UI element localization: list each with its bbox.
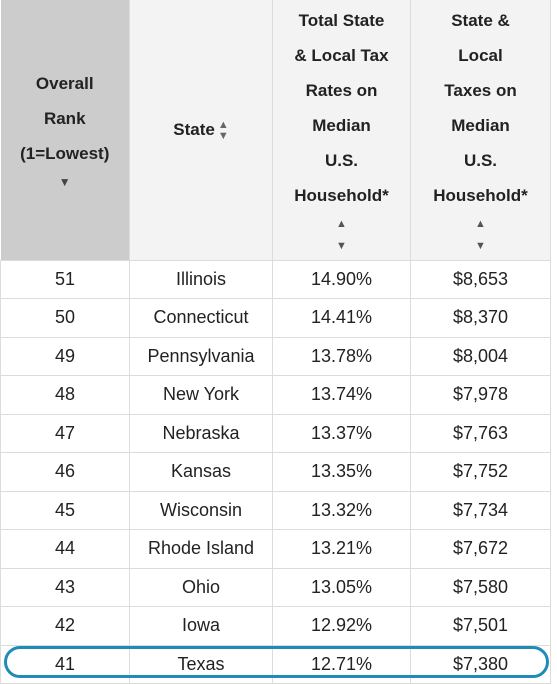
header-row: Overall Rank (1=Lowest) ▼ State ▲ ▼ Total … xyxy=(0,0,551,260)
cell-rank: 45 xyxy=(0,491,130,530)
sort-descending-icon[interactable]: ▼ xyxy=(58,175,71,190)
cell-rate: 13.05% xyxy=(272,568,411,607)
cell-state: Rhode Island xyxy=(129,529,273,569)
cell-rate: 13.78% xyxy=(272,337,411,376)
cell-taxes: $7,501 xyxy=(410,606,551,646)
header-overall-rank[interactable]: Overall Rank (1=Lowest) ▼ xyxy=(0,0,130,260)
header-rate-line: & Local Tax xyxy=(294,45,389,65)
cell-state: Connecticut xyxy=(129,298,273,338)
header-taxes-line: State & xyxy=(451,10,510,30)
table-row: 43 Ohio 13.05% $7,580 xyxy=(0,568,551,607)
cell-rate: 13.37% xyxy=(272,414,411,453)
cell-taxes: $7,580 xyxy=(410,568,551,607)
cell-rate: 13.35% xyxy=(272,452,411,492)
header-rate-line: Household* xyxy=(294,185,389,205)
header-state-label: State xyxy=(173,120,215,140)
cell-rank: 42 xyxy=(0,606,130,646)
sort-updown-icon[interactable]: ▲ ▼ xyxy=(336,217,347,252)
header-rate-line: Total State xyxy=(298,10,385,30)
table-row: 48 New York 13.74% $7,978 xyxy=(0,375,551,415)
cell-state: Iowa xyxy=(129,606,273,646)
cell-rank: 50 xyxy=(0,298,130,338)
header-rank-line: Overall xyxy=(35,74,94,94)
cell-state: Ohio xyxy=(129,568,273,607)
cell-rank: 46 xyxy=(0,452,130,492)
cell-rate: 14.41% xyxy=(272,298,411,338)
cell-rate: 14.90% xyxy=(272,259,411,299)
table-row-highlighted: 41 Texas 12.71% $7,380 xyxy=(0,645,551,684)
header-rate-line: U.S. xyxy=(324,150,359,170)
table-row: 44 Rhode Island 13.21% $7,672 xyxy=(0,529,551,569)
cell-rate: 13.21% xyxy=(272,529,411,569)
cell-rank: 41 xyxy=(0,645,130,684)
cell-taxes: $8,004 xyxy=(410,337,551,376)
cell-taxes: $8,370 xyxy=(410,298,551,338)
header-rate-line: Rates on xyxy=(305,80,378,100)
cell-taxes: $7,734 xyxy=(410,491,551,530)
cell-taxes: $7,672 xyxy=(410,529,551,569)
table-row: 42 Iowa 12.92% $7,501 xyxy=(0,606,551,646)
cell-rank: 49 xyxy=(0,337,130,376)
cell-rate: 12.71% xyxy=(272,645,411,684)
cell-rank: 47 xyxy=(0,414,130,453)
table-row: 47 Nebraska 13.37% $7,763 xyxy=(0,414,551,453)
header-rank-line: Rank xyxy=(43,109,86,129)
cell-state: Nebraska xyxy=(129,414,273,453)
cell-taxes: $8,653 xyxy=(410,259,551,299)
cell-rank: 48 xyxy=(0,375,130,415)
cell-taxes: $7,978 xyxy=(410,375,551,415)
cell-rate: 12.92% xyxy=(272,606,411,646)
cell-state: Illinois xyxy=(129,259,273,299)
cell-taxes: $7,752 xyxy=(410,452,551,492)
table-row: 46 Kansas 13.35% $7,752 xyxy=(0,452,551,492)
sort-updown-icon[interactable]: ▲ ▼ xyxy=(217,118,229,142)
sort-updown-icon[interactable]: ▲ ▼ xyxy=(475,217,486,252)
cell-state: New York xyxy=(129,375,273,415)
table-row: 45 Wisconsin 13.32% $7,734 xyxy=(0,491,551,530)
cell-rate: 13.32% xyxy=(272,491,411,530)
header-rate-line: Median xyxy=(312,115,371,135)
cell-rank: 43 xyxy=(0,568,130,607)
cell-rank: 44 xyxy=(0,529,130,569)
cell-rate: 13.74% xyxy=(272,375,411,415)
header-taxes-line: Median xyxy=(451,115,510,135)
cell-state: Wisconsin xyxy=(129,491,273,530)
cell-state: Pennsylvania xyxy=(129,337,273,376)
header-tax-amount[interactable]: State & Local Taxes on Median U.S. House… xyxy=(410,0,551,260)
header-tax-rate[interactable]: Total State & Local Tax Rates on Median … xyxy=(272,0,411,260)
header-taxes-line: U.S. xyxy=(463,150,498,170)
header-taxes-line: Household* xyxy=(433,185,528,205)
cell-taxes: $7,380 xyxy=(410,645,551,684)
table-row: 49 Pennsylvania 13.78% $8,004 xyxy=(0,337,551,376)
header-state[interactable]: State ▲ ▼ xyxy=(129,0,273,260)
header-taxes-line: Local xyxy=(458,45,503,65)
table-row: 51 Illinois 14.90% $8,653 xyxy=(0,259,551,299)
header-rank-line: (1=Lowest) xyxy=(20,144,110,164)
cell-taxes: $7,763 xyxy=(410,414,551,453)
table-row: 50 Connecticut 14.41% $8,370 xyxy=(0,298,551,338)
cell-rank: 51 xyxy=(0,259,130,299)
cell-state: Kansas xyxy=(129,452,273,492)
header-taxes-line: Taxes on xyxy=(444,80,517,100)
cell-state: Texas xyxy=(129,645,273,684)
